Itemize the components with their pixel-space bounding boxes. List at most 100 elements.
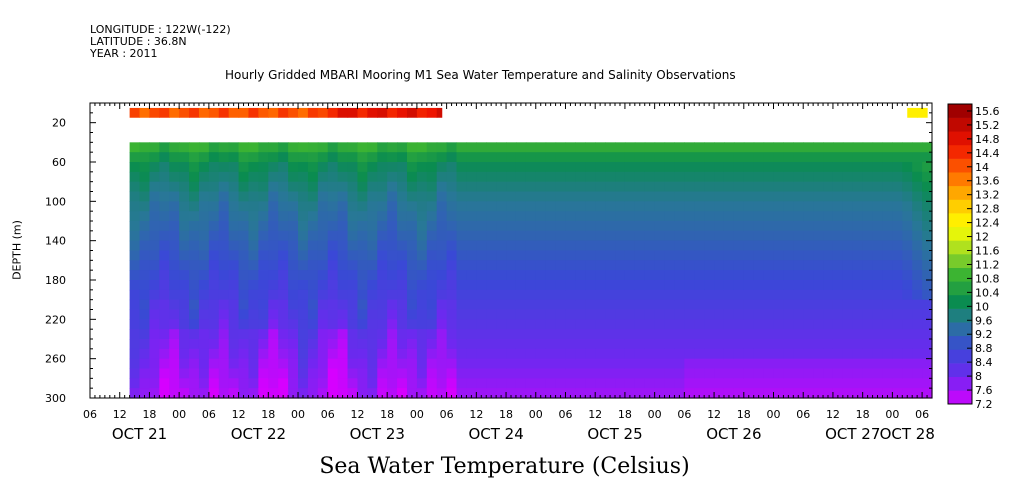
heatmap-cell xyxy=(397,378,408,389)
heatmap-cell xyxy=(892,388,903,399)
heatmap-cell xyxy=(496,250,507,261)
heatmap-cell xyxy=(228,368,240,379)
heatmap-cell xyxy=(228,191,240,202)
heatmap-cell xyxy=(545,250,557,261)
heatmap-cell xyxy=(347,289,359,301)
heatmap-cell xyxy=(664,201,676,212)
heatmap-cell xyxy=(595,270,606,281)
heatmap-cell xyxy=(218,289,230,301)
heatmap-cell xyxy=(832,211,844,222)
heatmap-cell xyxy=(694,181,705,193)
heatmap-cell xyxy=(268,329,279,340)
heatmap-cell xyxy=(555,250,567,261)
heatmap-cell xyxy=(208,388,220,399)
heatmap-cell xyxy=(436,280,448,291)
heatmap-cell xyxy=(377,289,388,301)
heatmap-cell xyxy=(615,329,626,340)
heatmap-cell xyxy=(793,270,804,281)
heatmap-cell xyxy=(624,260,636,271)
heatmap-cell xyxy=(793,260,804,271)
heatmap-cell xyxy=(377,250,388,261)
heatmap-cell xyxy=(922,329,933,340)
heatmap-cell xyxy=(298,107,309,118)
heatmap-cell xyxy=(852,181,864,193)
heatmap-cell xyxy=(624,230,636,242)
heatmap-cell xyxy=(823,201,834,212)
heatmap-cell xyxy=(486,211,497,222)
heatmap-cell xyxy=(832,250,844,261)
heatmap-cell xyxy=(218,309,230,320)
heatmap-cell xyxy=(674,230,685,242)
heatmap-cell xyxy=(337,211,349,222)
heatmap-cell xyxy=(922,250,933,261)
colorbar-label: 8.4 xyxy=(975,356,993,369)
heatmap-cell xyxy=(555,280,567,291)
heatmap-cell xyxy=(902,299,913,311)
heatmap-cell xyxy=(298,358,309,370)
heatmap-cell xyxy=(228,142,240,153)
heatmap-cell xyxy=(337,289,349,301)
heatmap-cell xyxy=(129,309,141,320)
heatmap-cell xyxy=(466,329,477,340)
heatmap-cell xyxy=(674,280,685,291)
heatmap-cell xyxy=(307,107,319,118)
heatmap-cell xyxy=(228,289,240,301)
heatmap-cell xyxy=(684,221,695,232)
heatmap-cell xyxy=(456,319,468,330)
heatmap-cell xyxy=(842,319,854,330)
heatmap-cell xyxy=(129,181,141,193)
heatmap-cell xyxy=(832,358,844,370)
heatmap-cell xyxy=(605,378,616,389)
heatmap-cell xyxy=(832,260,844,271)
heatmap-cell xyxy=(337,230,349,242)
heatmap-cell xyxy=(278,358,289,370)
heatmap-cell xyxy=(307,299,319,311)
heatmap-cell xyxy=(674,260,685,271)
heatmap-cell xyxy=(456,309,468,320)
heatmap-cell xyxy=(723,299,735,311)
heatmap-cell xyxy=(327,142,339,153)
heatmap-cell xyxy=(139,348,151,360)
heatmap-cell xyxy=(803,211,814,222)
heatmap-cell xyxy=(367,240,378,252)
heatmap-cell xyxy=(159,309,170,320)
heatmap-cell xyxy=(565,378,576,389)
heatmap-cell xyxy=(228,162,240,173)
heatmap-cell xyxy=(674,152,685,163)
heatmap-cell xyxy=(436,152,448,163)
heatmap-cell xyxy=(476,152,487,163)
heatmap-cell xyxy=(377,260,388,271)
heatmap-cell xyxy=(882,319,893,330)
heatmap-cell xyxy=(763,368,775,379)
heatmap-cell xyxy=(307,339,319,350)
heatmap-cell xyxy=(852,339,864,350)
heatmap-cell xyxy=(902,171,913,183)
heatmap-cell xyxy=(486,240,497,252)
heatmap-cell xyxy=(832,162,844,173)
heatmap-cell xyxy=(803,358,814,370)
heatmap-cell xyxy=(426,329,438,340)
heatmap-cell xyxy=(515,378,527,389)
heatmap-cell xyxy=(912,358,923,370)
x-hour-label: 06 xyxy=(440,408,454,421)
heatmap-cell xyxy=(615,289,626,301)
heatmap-cell xyxy=(416,201,428,212)
heatmap-cell xyxy=(852,191,864,202)
heatmap-cell xyxy=(347,221,359,232)
heatmap-cell xyxy=(723,358,735,370)
heatmap-cell xyxy=(426,299,438,311)
heatmap-cell xyxy=(664,171,676,183)
heatmap-cell xyxy=(179,378,190,389)
heatmap-cell xyxy=(278,221,289,232)
heatmap-cell xyxy=(268,388,279,399)
heatmap-cell xyxy=(258,107,269,118)
heatmap-cell xyxy=(506,171,517,183)
heatmap-cell xyxy=(902,240,913,252)
heatmap-cell xyxy=(753,250,765,261)
heatmap-cell xyxy=(387,171,398,183)
heatmap-cell xyxy=(535,221,547,232)
heatmap-cell xyxy=(654,348,666,360)
heatmap-cell xyxy=(129,250,141,261)
heatmap-cell xyxy=(248,378,259,389)
heatmap-cell xyxy=(832,201,844,212)
